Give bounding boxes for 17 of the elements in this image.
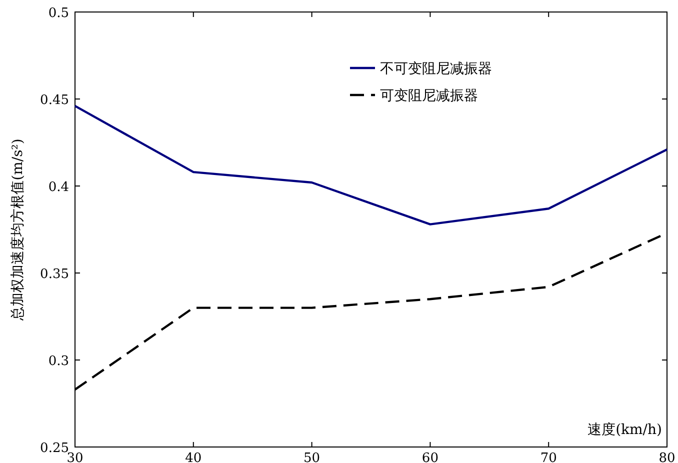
x-tick-label: 50	[304, 451, 320, 463]
x-tick-label: 40	[185, 451, 202, 463]
y-tick-label: 0.3	[48, 354, 69, 369]
y-tick-label: 0.4	[48, 180, 69, 195]
legend-label: 不可变阻尼减振器	[380, 61, 492, 77]
x-axis-title: 速度(km/h)	[588, 422, 662, 438]
x-tick-label: 60	[422, 451, 438, 463]
x-tick-label: 80	[658, 451, 676, 463]
line-series	[74, 104, 668, 226]
y-tick-label: 0.5	[48, 6, 69, 21]
x-tick-label: 70	[540, 451, 557, 463]
y-tick-label: 0.25	[40, 441, 69, 456]
y-tick-label: 0.35	[40, 267, 69, 282]
y-axis-title: 总加权加速度均方根值(m/s²)	[10, 138, 26, 322]
legend-label: 可变阻尼减振器	[380, 88, 478, 104]
x-tick-label: 30	[66, 451, 84, 463]
y-tick-label: 0.45	[40, 93, 69, 108]
